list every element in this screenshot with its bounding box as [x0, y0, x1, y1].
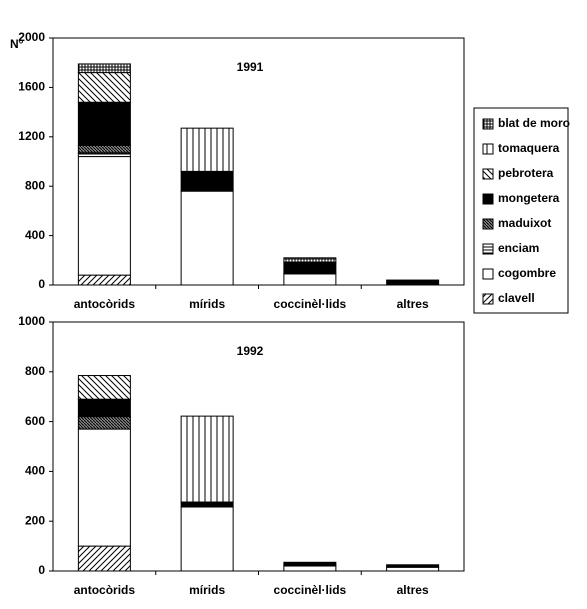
x-tick-label: altres: [397, 583, 429, 597]
legend-label: clavell: [498, 291, 535, 305]
bar-segment: [180, 501, 234, 508]
y-tick-label: 1000: [18, 314, 45, 328]
bar-segment: [180, 127, 234, 172]
y-tick-label: 2000: [18, 30, 45, 44]
y-tick-label: 200: [25, 513, 45, 527]
legend-swatch: [482, 293, 494, 305]
chart-title: 1992: [237, 344, 264, 358]
bar-segment: [77, 156, 131, 276]
bar-segment: [77, 152, 131, 158]
legend-label: enciam: [498, 241, 539, 255]
legend-swatch: [482, 268, 494, 280]
x-tick-label: mírids: [189, 583, 225, 597]
bar-segment: [386, 564, 440, 568]
bar-segment: [283, 565, 337, 572]
legend-label: mongetera: [498, 191, 560, 205]
bar-segment: [180, 170, 234, 192]
bar-segment: [283, 262, 337, 275]
bar-segment: [77, 274, 131, 286]
x-tick-label: altres: [397, 297, 429, 311]
bar-segment: [180, 415, 234, 503]
y-tick-label: 600: [25, 414, 45, 428]
x-tick-label: antocòrids: [74, 583, 136, 597]
bar-segment: [180, 506, 234, 572]
bar-segment: [77, 428, 131, 547]
legend-label: maduixot: [498, 216, 551, 230]
y-tick-label: 800: [25, 364, 45, 378]
legend-swatch: [482, 218, 494, 230]
y-tick-label: 800: [25, 178, 45, 192]
y-axis-label: N°: [10, 37, 24, 51]
legend-swatch: [482, 243, 494, 255]
bar-segment: [283, 257, 337, 264]
bar-segment: [283, 273, 337, 286]
bar-segment: [180, 190, 234, 286]
x-tick-label: coccinèl·lids: [274, 297, 347, 311]
y-tick-label: 1600: [18, 80, 45, 94]
legend-label: blat de moro: [498, 116, 570, 130]
bar-segment: [77, 63, 131, 74]
bar-segment: [77, 144, 131, 154]
bar-segment: [386, 566, 440, 572]
bar-segment: [77, 101, 131, 146]
bar-segment: [386, 279, 440, 286]
bar-segment: [77, 398, 131, 418]
chart-title: 1991: [237, 60, 264, 74]
bar-segment: [77, 545, 131, 572]
legend-label: pebrotera: [498, 166, 554, 180]
y-tick-label: 400: [25, 228, 45, 242]
legend-swatch: [482, 193, 494, 205]
bar-segment: [77, 375, 131, 400]
x-tick-label: antocòrids: [74, 297, 136, 311]
legend-label: cogombre: [498, 266, 556, 280]
bar-segment: [283, 561, 337, 567]
bar-segment: [77, 416, 131, 430]
legend-swatch: [482, 168, 494, 180]
y-tick-label: 0: [38, 277, 45, 291]
legend-swatch: [482, 118, 494, 130]
x-tick-label: mírids: [189, 297, 225, 311]
bar-segment: [77, 72, 131, 103]
legend-label: tomaquera: [498, 141, 560, 155]
y-tick-label: 0: [38, 563, 45, 577]
legend-swatch: [482, 143, 494, 155]
legend-box: [473, 107, 569, 314]
x-tick-label: coccinèl·lids: [274, 583, 347, 597]
y-tick-label: 400: [25, 464, 45, 478]
y-tick-label: 1200: [18, 129, 45, 143]
